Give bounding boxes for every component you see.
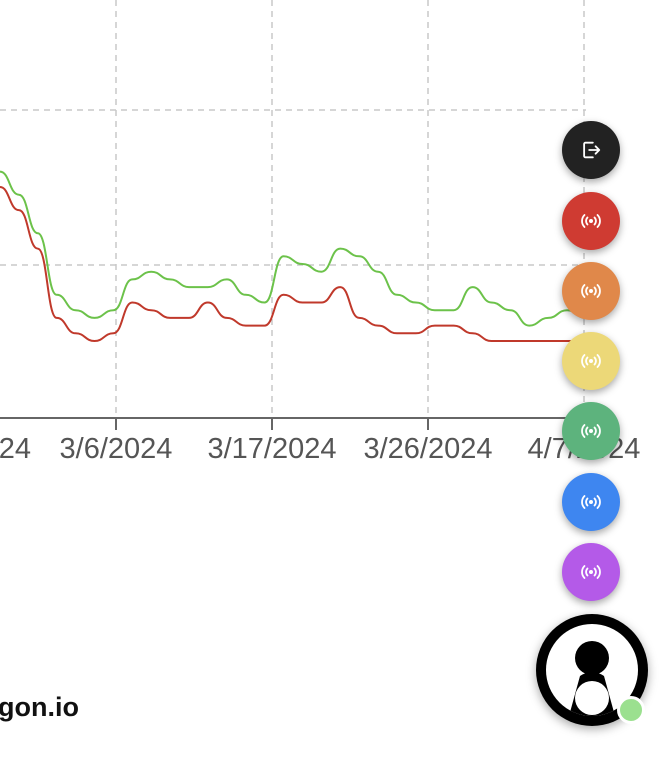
broadcast-orange-button[interactable] (562, 262, 620, 320)
broadcast-icon (581, 284, 601, 298)
logout-button[interactable] (562, 121, 620, 179)
x-tick-label: 3/6/2024 (60, 433, 173, 465)
broadcast-red-button[interactable] (562, 192, 620, 250)
broadcast-yellow-button[interactable] (562, 332, 620, 390)
chart-grid (0, 0, 586, 418)
broadcast-icon (581, 495, 601, 509)
broadcast-icon (581, 565, 601, 579)
user-avatar-button[interactable] (536, 614, 648, 726)
broadcast-icon (581, 354, 601, 368)
broadcast-green-button[interactable] (562, 402, 620, 460)
broadcast-purple-button[interactable] (562, 543, 620, 601)
online-status-indicator (617, 696, 645, 724)
broadcast-blue-button[interactable] (562, 473, 620, 531)
x-tick-label: 24 (0, 433, 31, 465)
logout-icon (583, 141, 601, 159)
broadcast-icon (581, 214, 601, 228)
x-tick-label: 3/17/2024 (207, 433, 336, 465)
series-line-1 (0, 170, 587, 327)
chart-series (0, 170, 587, 343)
broadcast-icon (581, 424, 601, 438)
brand-name: gon.io (0, 692, 79, 722)
avatar-icon (569, 641, 615, 716)
x-tick-label: 3/26/2024 (363, 433, 492, 465)
series-line-2 (0, 186, 586, 343)
